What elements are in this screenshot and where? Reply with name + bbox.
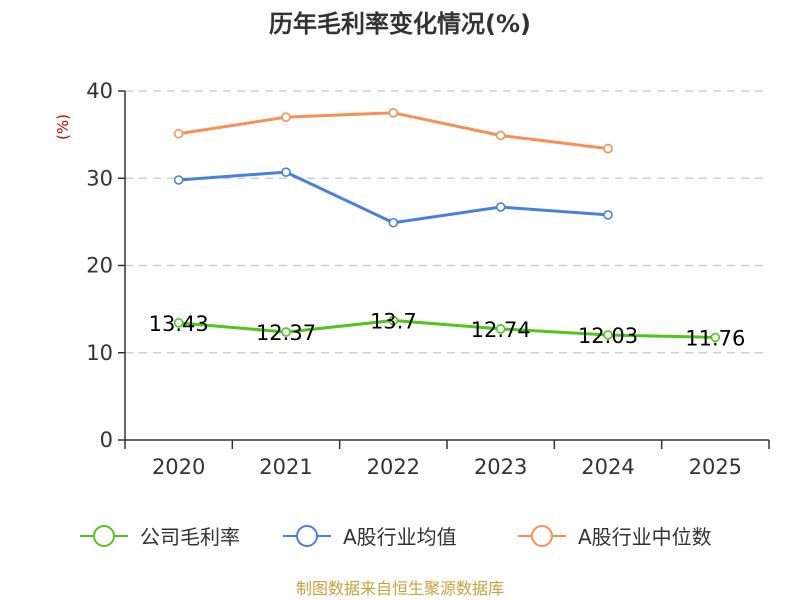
axes: 0 10 20 30 40 2020 2021 2022 2023 2024 2025	[86, 79, 770, 479]
data-point-s2-2020	[173, 128, 184, 139]
x-tick-label-2020: 2020	[152, 455, 205, 479]
data-label-2023: 12.74	[471, 318, 531, 342]
series-line-1	[178, 170, 609, 225]
legend-label-1: A股行业均值	[343, 525, 457, 549]
data-label-2020: 13.43	[149, 312, 209, 336]
data-point-s1-2022	[388, 217, 399, 228]
data-label-2022: 13.7	[370, 309, 417, 333]
chart-title: 历年毛利率变化情况(%)	[269, 10, 531, 38]
legend-marker-icon-0	[93, 525, 115, 547]
data-point-s1-2021	[281, 167, 291, 177]
data-point-s2-2021	[281, 112, 291, 122]
data-point-s2-2022	[388, 108, 399, 118]
data-point-s0-2023	[495, 324, 506, 334]
data-point-s0-2021	[281, 327, 291, 337]
y-tick-label-30: 30	[86, 166, 113, 190]
series-line-0	[178, 318, 716, 339]
y-tick-label-10: 10	[86, 341, 113, 365]
y-tick-label-40: 40	[86, 79, 113, 103]
data-point-s0-2024	[603, 330, 613, 340]
y-tick-label-0: 0	[100, 428, 113, 452]
data-point-s0-2020	[173, 318, 184, 328]
gridlines	[125, 90, 769, 354]
x-tick-label-2024: 2024	[581, 455, 634, 479]
legend-label-2: A股行业中位数	[578, 525, 712, 549]
data-point-s1-2024	[603, 210, 613, 220]
x-tick-label-2021: 2021	[259, 455, 312, 479]
x-tick-label-2023: 2023	[474, 455, 527, 479]
data-point-s1-2020	[173, 175, 184, 185]
legend: 公司毛利率 A股行业均值 A股行业中位数	[80, 525, 712, 549]
data-labels: 13.43 12.37 13.7 12.74 12.03 11.76	[149, 309, 746, 350]
source-note: 制图数据来自恒生聚源数据库	[296, 579, 504, 598]
legend-marker-icon-1	[296, 525, 318, 547]
x-tick-label-2025: 2025	[689, 455, 742, 479]
data-point-s0-2025	[710, 332, 721, 343]
series-lines	[173, 108, 721, 343]
data-label-2025: 11.76	[685, 326, 745, 350]
legend-marker-icon-2	[531, 525, 553, 547]
data-point-s2-2023	[495, 130, 506, 141]
y-tick-label-20: 20	[86, 254, 113, 278]
legend-label-0: 公司毛利率	[140, 525, 240, 549]
x-tick-label-2022: 2022	[367, 455, 420, 479]
data-point-s2-2024	[603, 143, 613, 154]
data-point-s1-2023	[495, 202, 506, 212]
y-axis-unit-label: (%)	[54, 114, 72, 140]
data-point-s0-2022	[388, 315, 399, 326]
data-label-2021: 12.37	[256, 321, 316, 345]
series-line-2	[178, 111, 609, 151]
data-label-2024: 12.03	[578, 324, 638, 348]
